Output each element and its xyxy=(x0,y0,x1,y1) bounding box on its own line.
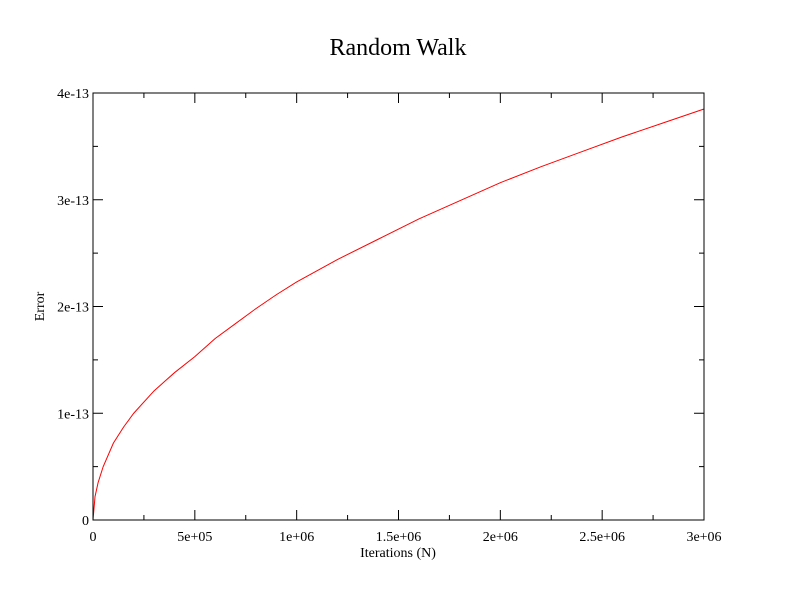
x-tick-label: 5e+05 xyxy=(177,530,212,545)
x-axis-label: Iterations (N) xyxy=(360,546,436,561)
plot-frame xyxy=(92,92,705,521)
series-layer xyxy=(92,108,705,521)
y-tick-label: 2e-13 xyxy=(57,301,89,316)
x-tick-label: 1e+06 xyxy=(279,530,314,545)
y-tick-label: 1e-13 xyxy=(57,407,89,422)
x-tick-label: 0 xyxy=(90,530,97,545)
x-tick-label: 3e+06 xyxy=(686,530,721,545)
chart-title: Random Walk xyxy=(330,35,467,61)
x-tick-label: 1.5e+06 xyxy=(376,530,422,545)
ticks-layer: 0 5e+05 1e+06 1.5e+06 2e+06 2.5e+06 3e+06 0 1e-1… xyxy=(57,87,721,545)
y-tick-label: 4e-13 xyxy=(57,87,89,102)
x-tick-label: 2.5e+06 xyxy=(579,530,625,545)
y-tick-label: 3e-13 xyxy=(57,194,89,209)
x-tick-label: 2e+06 xyxy=(483,530,518,545)
y-tick-label: 0 xyxy=(82,514,89,529)
y-axis-label: Error xyxy=(33,291,48,321)
series-line xyxy=(92,108,705,521)
